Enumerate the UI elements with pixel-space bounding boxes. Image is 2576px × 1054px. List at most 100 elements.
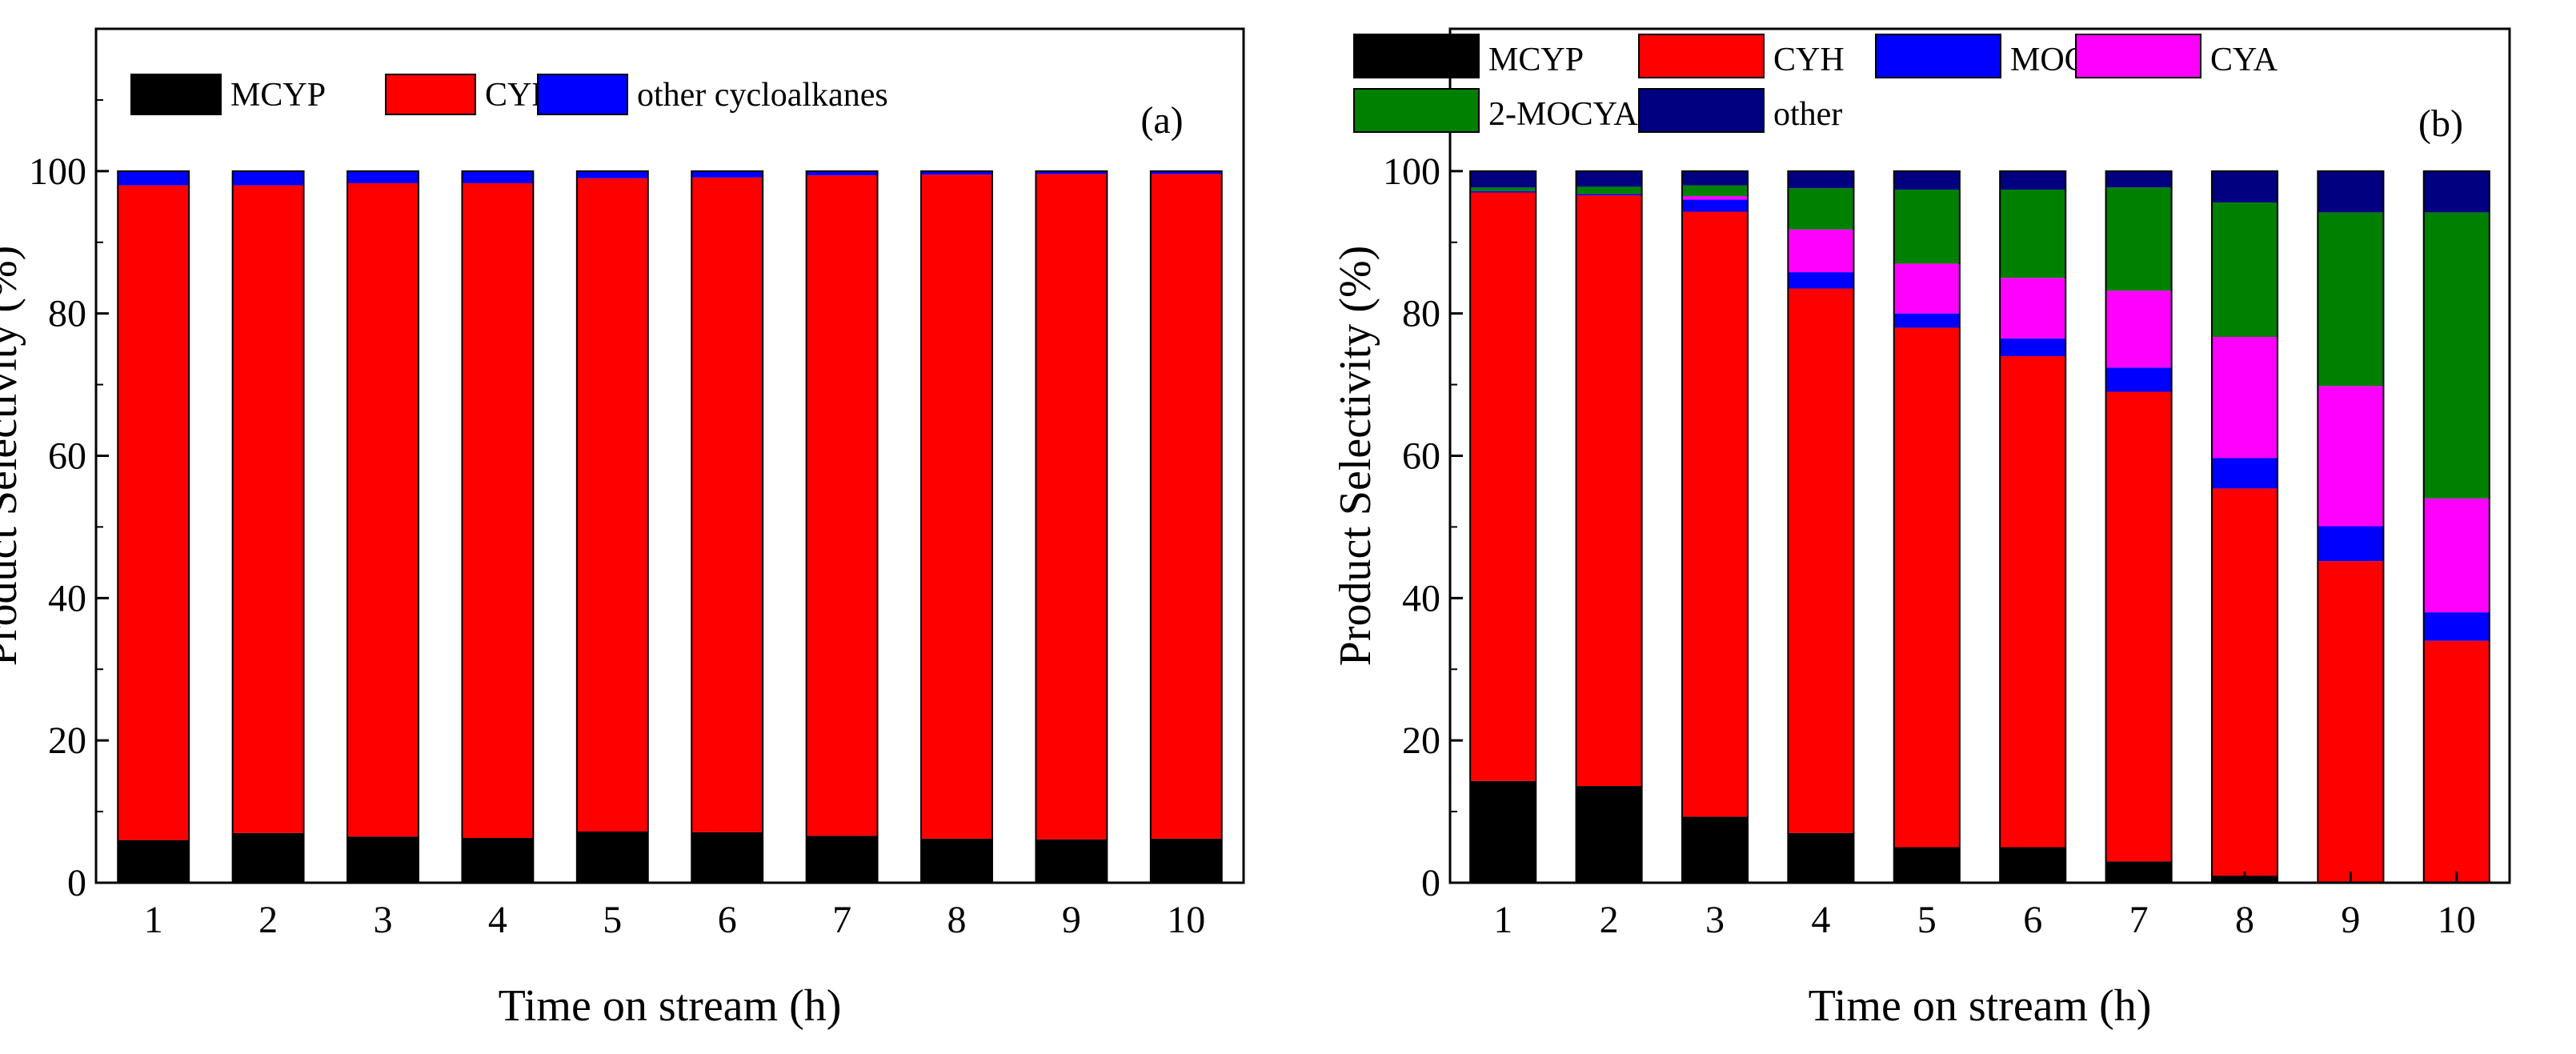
y-tick-label: 100 (1383, 150, 1440, 193)
bar-stack-group (1469, 170, 2490, 884)
bar-other-cycloalkanes-8 (921, 170, 992, 175)
y-tick-label: 20 (1402, 719, 1440, 762)
x-tick-label: 10 (1167, 899, 1205, 941)
bar-cya-4 (1788, 229, 1854, 273)
legend-label: CYA (2210, 42, 2278, 78)
x-tick-label: 5 (1917, 899, 1937, 941)
legend-swatch-mcyp (130, 74, 222, 115)
x-tick-label: 10 (2438, 899, 2476, 941)
bar-other-2 (1576, 170, 1642, 187)
y-axis-label: Product Selectivity (%) (1331, 246, 1380, 667)
chart-panel-a: 0 20 40 60 80 100 1 2 3 4 5 6 7 8 9 10 Time on stream (h… (0, 27, 1245, 1031)
x-tick-label: 9 (2341, 899, 2360, 941)
bar-cyh-4 (462, 182, 534, 838)
bar-other-cycloalkanes-2 (232, 170, 304, 186)
x-tick-label: 6 (2023, 899, 2042, 941)
x-tick-label: 1 (1493, 899, 1512, 941)
x-axis-ticks: 1 2 3 4 5 6 7 8 9 10 (1493, 872, 2476, 941)
bar-other-cycloalkanes-9 (1036, 170, 1108, 174)
legend-swatch-mocyh (1875, 34, 2001, 78)
bar-cyh-2 (232, 185, 304, 833)
bar-other-10 (2423, 170, 2490, 213)
bar-cya-10 (2423, 498, 2490, 613)
y-tick-label: 20 (48, 719, 86, 762)
bar-2-mocya-8 (2211, 202, 2278, 338)
y-tick-label: 80 (1402, 293, 1440, 335)
y-axis-label: Product Selectivity (%) (0, 246, 26, 667)
bar-cya-9 (2318, 386, 2384, 527)
bar-other-cycloalkanes-7 (806, 170, 878, 176)
y-tick-label: 60 (48, 435, 86, 478)
bar-other-cycloalkanes-10 (1150, 170, 1222, 174)
bar-cyh-5 (576, 178, 648, 832)
legend-label: MCYP (1488, 42, 1584, 78)
x-axis-ticks: 1 2 3 4 5 6 7 8 9 10 (144, 872, 1205, 941)
y-tick-label: 100 (29, 150, 86, 193)
legend-label: MCYP (230, 77, 326, 114)
bar-other-9 (2318, 170, 2384, 213)
bar-cyh-9 (2318, 561, 2384, 883)
bar-other-cycloalkanes-1 (118, 170, 190, 186)
panel-label: (b) (2418, 102, 2463, 145)
legend-label: 2-MOCYA (1488, 96, 1638, 133)
x-tick-label: 4 (488, 899, 507, 941)
y-tick-label: 0 (67, 862, 86, 904)
bar-mocyh-3 (1681, 199, 1749, 212)
bar-cya-8 (2211, 337, 2278, 459)
x-tick-label: 8 (947, 899, 967, 941)
bar-other-cycloalkanes-5 (576, 170, 648, 178)
x-tick-label: 2 (258, 899, 278, 941)
bar-cyh-8 (921, 174, 992, 839)
y-tick-label: 40 (1402, 577, 1440, 619)
bar-other-cycloalkanes-3 (347, 170, 419, 183)
chart-panel-b: 0 20 40 60 80 100 1 2 3 4 5 6 7 8 9 10 Time on stream (h… (1331, 27, 2511, 1031)
bar-other-1 (1470, 170, 1536, 188)
bar-cyh-6 (691, 177, 763, 832)
bar-cyh-10 (1150, 174, 1222, 839)
bar-cyh-3 (1681, 211, 1749, 817)
bar-mcyp-2 (1576, 786, 1642, 883)
bar-2-mocya-4 (1788, 188, 1854, 230)
bar-mocyh-9 (2318, 526, 2384, 562)
x-tick-label: 7 (832, 899, 851, 941)
bar-2-mocya-5 (1893, 189, 1960, 264)
legend-swatch-other (1638, 88, 1765, 133)
bar-cyh-8 (2211, 488, 2278, 876)
legend: MCYP CYH other cycloalkanes (130, 74, 888, 115)
bar-mocyh-2 (1576, 194, 1642, 196)
bar-cyh-9 (1036, 174, 1108, 840)
x-tick-label: 5 (603, 899, 622, 941)
y-tick-label: 40 (48, 577, 86, 619)
bar-mcyp-1 (1470, 780, 1536, 883)
x-tick-label: 2 (1600, 899, 1619, 941)
x-tick-label: 7 (2129, 899, 2149, 941)
x-tick-label: 3 (1705, 899, 1725, 941)
x-tick-label: 6 (718, 899, 737, 941)
legend-swatch-2-mocya (1353, 88, 1480, 133)
bar-cyh-1 (118, 185, 190, 840)
bar-other-cycloalkanes-4 (462, 170, 534, 183)
y-axis-ticks: 0 20 40 60 80 100 (29, 98, 109, 904)
bar-2-mocya-3 (1681, 185, 1749, 196)
x-tick-label: 3 (374, 899, 393, 941)
bar-cyh-2 (1576, 195, 1642, 787)
bar-cyh-10 (2423, 640, 2490, 883)
bar-mocyh-7 (2105, 367, 2172, 392)
bar-mocyh-1 (1470, 190, 1536, 193)
legend-swatch-cyh (1638, 34, 1765, 78)
bar-2-mocya-10 (2423, 212, 2490, 499)
x-tick-label: 4 (1811, 899, 1830, 941)
bar-other-6 (2000, 170, 2066, 190)
y-tick-label: 80 (48, 293, 86, 335)
legend-swatch-cya (2075, 34, 2201, 78)
bar-stack-group (117, 170, 1223, 884)
y-tick-label: 60 (1402, 435, 1440, 478)
bar-other-8 (2211, 170, 2278, 202)
legend-swatch-cyh (385, 74, 476, 115)
bar-mocyh-4 (1788, 272, 1854, 289)
x-axis-label: Time on stream (h) (499, 981, 842, 1031)
bar-other-7 (2105, 170, 2172, 188)
bar-cya-6 (2000, 278, 2066, 339)
